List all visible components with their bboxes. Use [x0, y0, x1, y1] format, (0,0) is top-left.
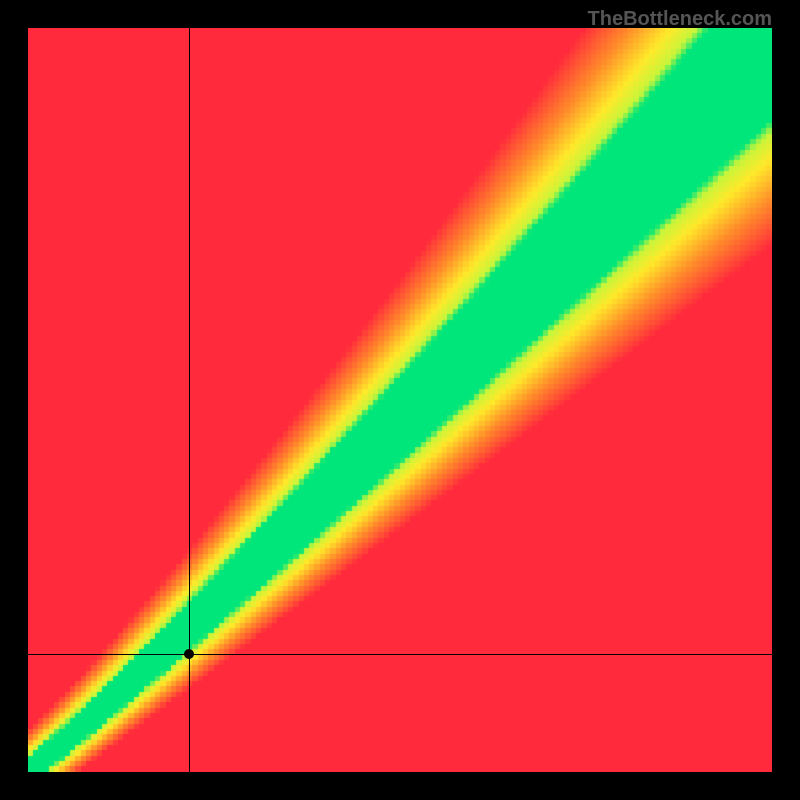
crosshair-vertical: [189, 28, 190, 772]
watermark-text: TheBottleneck.com: [588, 8, 772, 31]
chart-container: TheBottleneck.com: [0, 0, 800, 800]
marker-dot: [189, 654, 190, 655]
crosshair-horizontal: [28, 654, 772, 655]
bottleneck-heatmap: [28, 28, 772, 772]
